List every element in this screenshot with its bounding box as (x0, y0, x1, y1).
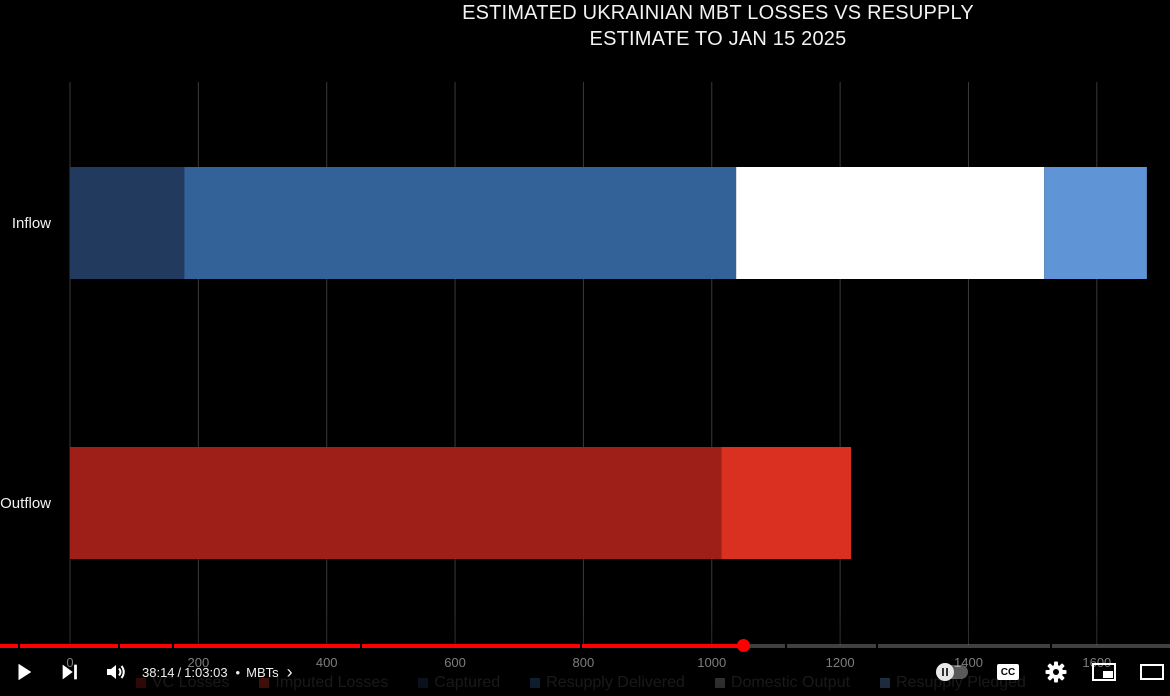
pause-icon (936, 663, 954, 681)
bar-segment-vc-losses (70, 447, 722, 559)
progress-bar[interactable] (0, 639, 1170, 652)
progress-played (0, 644, 743, 648)
subtitles-icon: CC (997, 664, 1019, 680)
chapter-marker (18, 644, 20, 648)
miniplayer-button[interactable] (1086, 654, 1122, 690)
settings-button[interactable] (1038, 654, 1074, 690)
bar-segment-resupply-delivered (184, 167, 737, 279)
current-time: 38:14 (142, 664, 175, 680)
theater-icon (1140, 664, 1164, 680)
chart-title-line-1: ESTIMATED UKRAINIAN MBT LOSSES VS RESUPP… (462, 2, 974, 24)
autoplay-toggle[interactable] (936, 663, 968, 681)
miniplayer-icon (1092, 663, 1116, 681)
chart-title-line-2: ESTIMATE TO JAN 15 2025 (589, 28, 847, 50)
mute-button[interactable] (98, 654, 134, 690)
category-labels: Inflow Outflow (0, 215, 51, 512)
category-label: Inflow (12, 215, 51, 232)
volume-icon (107, 665, 125, 679)
chapter-marker (360, 644, 362, 648)
play-button[interactable] (6, 654, 42, 690)
theater-button[interactable] (1134, 654, 1170, 690)
play-icon (18, 663, 32, 681)
chapter-dot: • (235, 664, 241, 680)
gear-icon (1045, 661, 1067, 683)
next-button[interactable] (52, 654, 88, 690)
duration: 1:03:03 (184, 664, 228, 680)
chart-title: ESTIMATED UKRAINIAN MBT LOSSES VS RESUPP… (318, 0, 1118, 52)
player-controls: 38:14 / 1:03:03 • MBTs › CC (0, 652, 1170, 692)
bar-segment-imputed-losses (721, 447, 852, 559)
chapter-title: MBTs (246, 664, 279, 680)
bar-segment-domestic-output (736, 167, 1045, 279)
right-controls: CC (936, 652, 1170, 692)
time-display: 38:14 / 1:03:03 • MBTs › (142, 661, 293, 682)
time-separator: / (177, 664, 182, 680)
scrubber-handle[interactable] (736, 639, 750, 652)
gridlines (69, 82, 1098, 645)
chapter-marker (118, 644, 120, 648)
category-label: Outflow (0, 495, 51, 512)
chapter-marker (1050, 644, 1052, 648)
next-icon (62, 664, 77, 680)
chapter-marker (580, 644, 582, 648)
chapter-marker (172, 644, 174, 648)
chevron-right-icon: › (286, 661, 293, 682)
bar-segment-captured (70, 167, 185, 279)
bars (70, 167, 1147, 559)
chapter-button[interactable]: • MBTs › (235, 661, 293, 682)
chapter-marker (876, 644, 878, 648)
subtitles-button[interactable]: CC (990, 654, 1026, 690)
bar-segment-resupply-pledged (1044, 167, 1147, 279)
chapter-marker (785, 644, 787, 648)
